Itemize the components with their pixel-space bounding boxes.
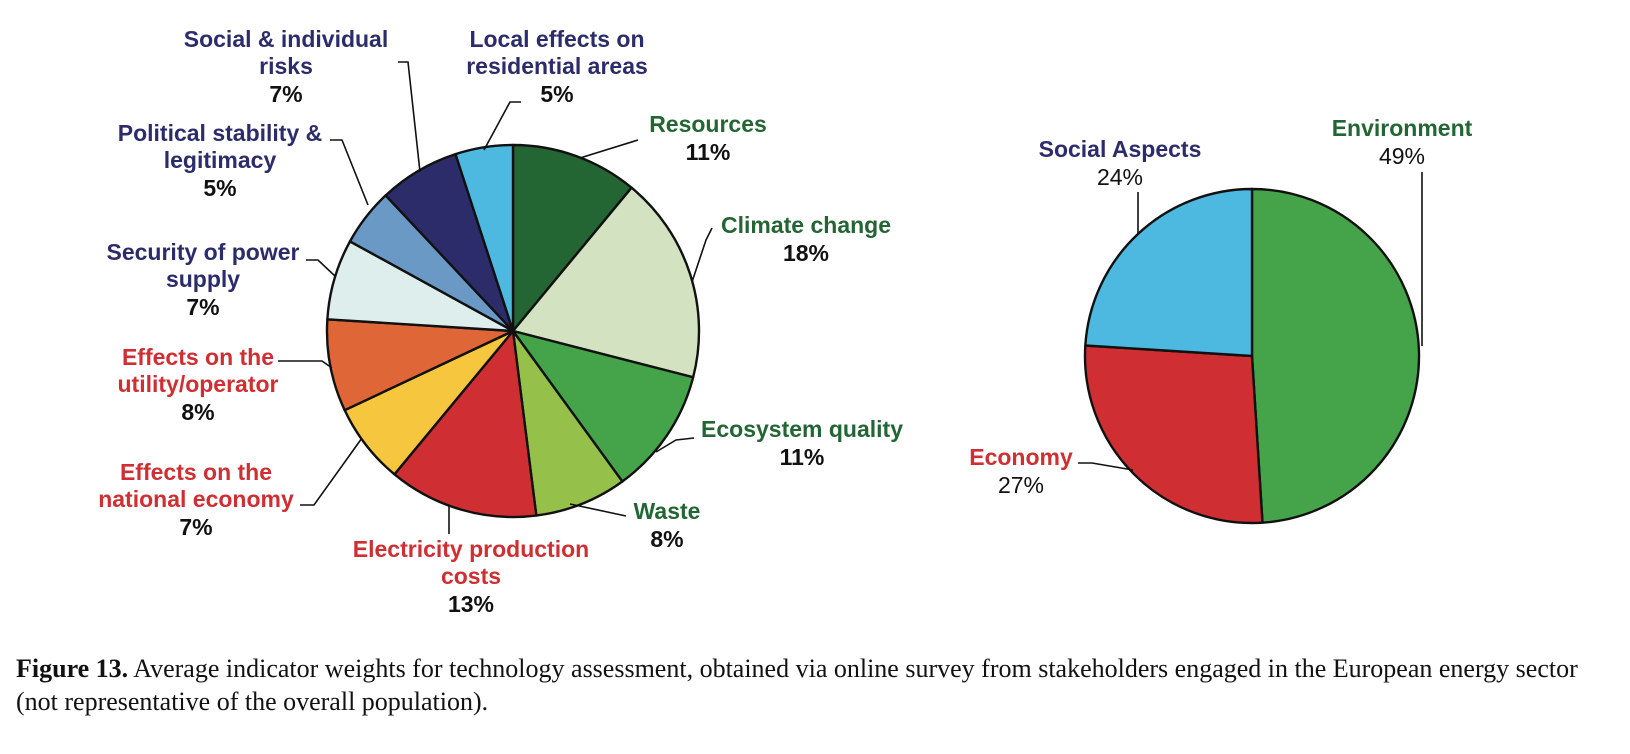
indicator-security-of-power-supply-leader-line (306, 259, 337, 278)
indicator-effects-on-the-national-economy-label-line: national economy (98, 486, 294, 512)
indicator-climate-change-leader-line (691, 227, 713, 283)
indicator-slice-climate-change (511, 186, 701, 379)
indicator-effects-on-the-national-economy-label-line: Effects on the (120, 459, 272, 485)
indicator-local-effects-on-residential-areas-leader-line (483, 101, 521, 151)
indicator-slice-local-effects-on-residential-areas (454, 143, 515, 333)
indicator-effects-on-the-national-economy-leader-line (300, 437, 363, 506)
indicator-resources-value-label: 11% (686, 139, 731, 165)
indicator-climate-change-label-line: Climate change (721, 212, 891, 238)
indicator-ecosystem-quality-label-line: Ecosystem quality (701, 416, 903, 442)
indicator-political-stability-and-legitimacy-label-line: Political stability & (118, 120, 323, 146)
indicator-waste-label-line: Waste (634, 498, 701, 524)
indicator-effects-on-the-utility-operator-leader-line (278, 360, 333, 369)
indicator-social-and-individual-risks-leader-line (398, 61, 421, 173)
indicator-climate-change-value-label: 18% (783, 240, 829, 266)
category-slice-environment (1250, 187, 1421, 524)
indicator-slice-waste (511, 329, 624, 517)
category-economy-label-line: Economy (969, 444, 1073, 470)
indicator-waste-value-label: 8% (650, 526, 683, 552)
indicator-effects-on-the-national-economy-value-label: 7% (179, 514, 212, 540)
indicator-effects-on-the-utility-operator-value-label: 8% (181, 399, 214, 425)
indicator-ecosystem-quality-value-label: 11% (780, 444, 825, 470)
indicator-effects-on-the-utility-operator-label-line: utility/operator (117, 371, 278, 397)
category-economy-value-label: 27% (998, 472, 1044, 498)
indicator-local-effects-on-residential-areas-label-line: residential areas (466, 53, 648, 79)
indicator-electricity-production-costs-label-line: Electricity production (353, 536, 589, 562)
indicator-weights-pie (325, 143, 701, 519)
indicator-security-of-power-supply-label-line: Security of power (107, 239, 300, 265)
category-slice-economy (1083, 344, 1264, 525)
indicator-local-effects-on-residential-areas-label-line: Local effects on (469, 26, 644, 52)
category-economy-leader-line (1078, 462, 1134, 471)
indicator-political-stability-and-legitimacy-value-label: 5% (203, 175, 236, 201)
indicator-electricity-production-costs-value-label: 13% (448, 591, 494, 617)
category-social-aspects-label-line: Social Aspects (1039, 136, 1202, 162)
indicator-political-stability-and-legitimacy-leader-line (330, 139, 369, 206)
indicator-political-stability-and-legitimacy-label-line: legitimacy (164, 147, 277, 173)
indicator-electricity-production-costs-label-line: costs (441, 563, 501, 589)
indicator-social-and-individual-risks-label-line: Social & individual (184, 26, 388, 52)
caption-text: Average indicator weights for technology… (16, 654, 1578, 716)
figure-caption: Figure 13. Average indicator weights for… (16, 652, 1616, 718)
indicator-security-of-power-supply-value-label: 7% (186, 294, 219, 320)
category-environment-label-line: Environment (1332, 115, 1473, 141)
indicator-security-of-power-supply-label-line: supply (166, 266, 240, 292)
category-social-aspects-value-label: 24% (1097, 164, 1143, 190)
indicator-resources-label-line: Resources (649, 111, 767, 137)
indicator-ecosystem-quality-leader-line (655, 437, 695, 453)
indicator-slice-resources (511, 143, 633, 333)
indicator-slice-effects-on-the-utility-operator (325, 318, 515, 412)
category-slice-social-aspects (1084, 187, 1254, 358)
indicator-slice-electricity-production-costs (393, 329, 538, 519)
indicator-local-effects-on-residential-areas-value-label: 5% (540, 81, 573, 107)
indicator-effects-on-the-utility-operator-label-line: Effects on the (122, 344, 274, 370)
indicator-social-and-individual-risks-label-line: risks (259, 53, 313, 79)
indicator-slice-ecosystem-quality (511, 329, 695, 483)
category-weights-pie (1083, 187, 1421, 525)
indicator-social-and-individual-risks-value-label: 7% (269, 81, 302, 107)
indicator-waste-leader-line (569, 503, 627, 517)
indicator-resources-leader-line (579, 139, 639, 159)
caption-label: Figure 13. (16, 654, 129, 683)
category-environment-value-label: 49% (1379, 143, 1425, 169)
